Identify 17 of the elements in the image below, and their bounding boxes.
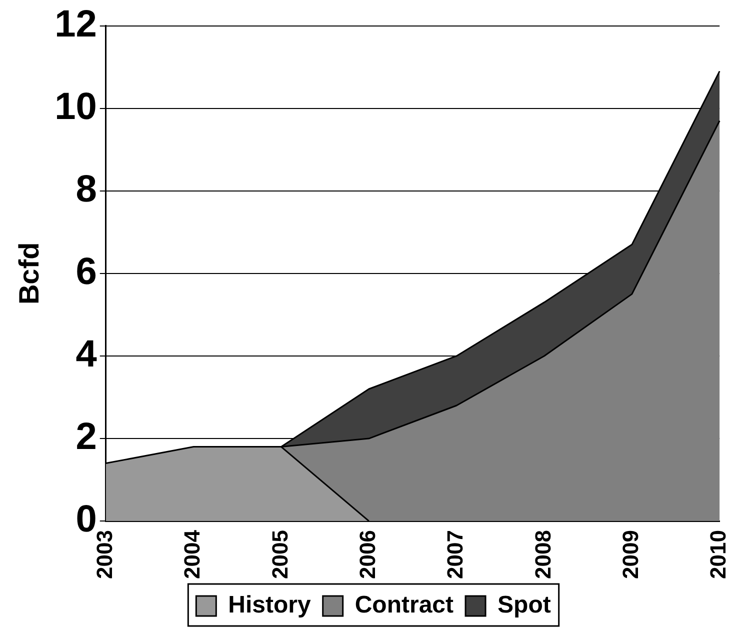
x-tick-label: 2009 [618,530,643,580]
y-tick-label: 4 [76,333,97,376]
legend-label: Contract [354,592,454,619]
legend-label: History [228,592,312,619]
y-tick-label: 8 [76,168,97,210]
x-tick-label: 2008 [530,530,556,580]
x-tick-label: 2010 [706,530,731,580]
y-tick-label: 12 [54,3,97,46]
legend-label: Spot [498,592,551,619]
y-axis-title: Bcfd [14,242,45,305]
x-tick-label: 2006 [354,530,380,580]
y-tick-label: 2 [76,416,97,458]
x-tick-label: 2005 [267,530,292,580]
y-tick-label: 6 [76,250,97,293]
y-tick-label: 10 [54,86,97,128]
x-tick-label: 2007 [442,530,468,580]
x-tick-label: 2004 [180,529,205,580]
